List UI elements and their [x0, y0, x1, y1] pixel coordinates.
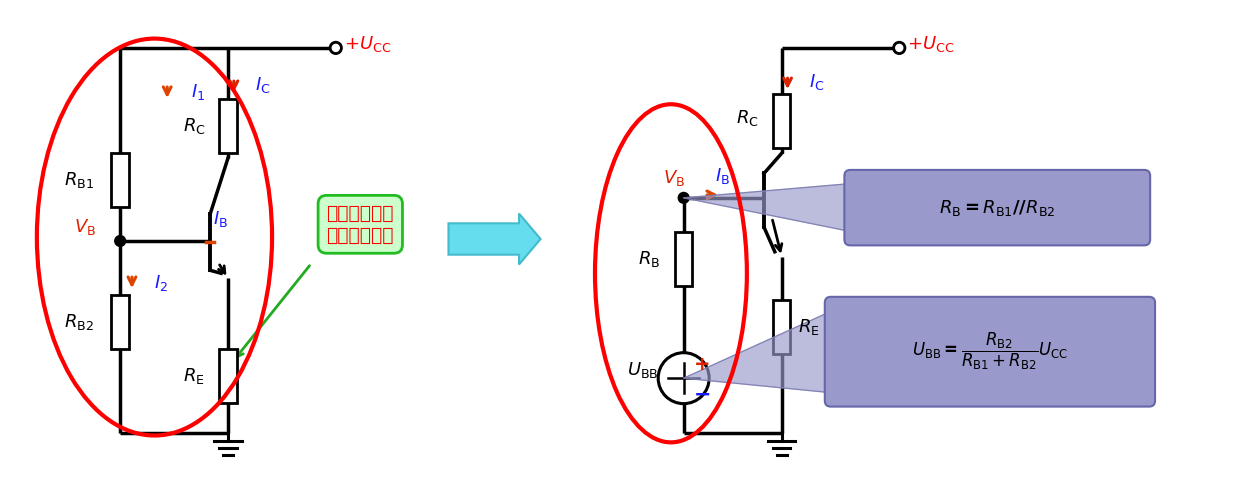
Text: $\boldsymbol{V_{\rm B}}$: $\boldsymbol{V_{\rm B}}$ [74, 217, 96, 237]
Bar [219, 99, 236, 153]
Bar [111, 153, 129, 207]
Text: 对输入回路进
行戴维南等效: 对输入回路进 行戴维南等效 [327, 204, 395, 245]
Circle shape [678, 193, 689, 203]
Text: $\boldsymbol{-}$: $\boldsymbol{-}$ [693, 384, 710, 404]
Bar [675, 232, 693, 285]
Text: $\boldsymbol{R_{\rm C}}$: $\boldsymbol{R_{\rm C}}$ [736, 108, 758, 128]
Bar [773, 300, 790, 354]
FancyBboxPatch shape [825, 297, 1155, 407]
Circle shape [893, 42, 905, 54]
Text: $\boldsymbol{I_{\rm C}}$: $\boldsymbol{I_{\rm C}}$ [255, 75, 271, 95]
Text: $\boldsymbol{I_1}$: $\boldsymbol{I_1}$ [190, 82, 205, 102]
Circle shape [329, 42, 343, 54]
Text: $\boldsymbol{R_{\rm B}}$: $\boldsymbol{R_{\rm B}}$ [638, 249, 661, 269]
Text: $\boldsymbol{U_{\rm BB}}$: $\boldsymbol{U_{\rm BB}}$ [627, 360, 658, 380]
Text: $\boldsymbol{R_{\rm B} = R_{\rm B1}//R_{\rm B2}}$: $\boldsymbol{R_{\rm B} = R_{\rm B1}//R_{… [939, 198, 1055, 217]
Text: $\boldsymbol{R_{\rm E}}$: $\boldsymbol{R_{\rm E}}$ [798, 317, 820, 337]
Text: $\boldsymbol{I_{\rm B}}$: $\boldsymbol{I_{\rm B}}$ [213, 209, 228, 229]
Text: $\boldsymbol{V_{\rm B}}$: $\boldsymbol{V_{\rm B}}$ [663, 168, 685, 188]
Text: $\boldsymbol{I_{\rm C}}$: $\boldsymbol{I_{\rm C}}$ [809, 72, 825, 92]
Bar [111, 296, 129, 349]
Circle shape [658, 353, 709, 404]
Text: $\boldsymbol{R_{\rm C}}$: $\boldsymbol{R_{\rm C}}$ [183, 116, 207, 137]
FancyBboxPatch shape [845, 170, 1150, 245]
Bar [219, 349, 236, 403]
Bar [773, 94, 790, 148]
Circle shape [333, 45, 339, 51]
Text: $\boldsymbol{U_{\rm BB} = \dfrac{R_{\rm B2}}{R_{\rm B1}+R_{\rm B2}}U_{\rm CC}}$: $\boldsymbol{U_{\rm BB} = \dfrac{R_{\rm … [912, 331, 1068, 372]
FancyArrow shape [449, 214, 541, 264]
Text: $\boldsymbol{I_2}$: $\boldsymbol{I_2}$ [155, 273, 168, 293]
Text: $\boldsymbol{R_{\rm B1}}$: $\boldsymbol{R_{\rm B1}}$ [64, 170, 94, 190]
Text: $+\boldsymbol{U_{\rm CC}}$: $+\boldsymbol{U_{\rm CC}}$ [344, 34, 391, 54]
Text: $\boldsymbol{+}$: $\boldsymbol{+}$ [693, 355, 710, 374]
Circle shape [115, 236, 126, 246]
Polygon shape [684, 310, 833, 393]
Text: $+\boldsymbol{U_{\rm CC}}$: $+\boldsymbol{U_{\rm CC}}$ [907, 34, 955, 54]
Text: $\boldsymbol{R_{\rm E}}$: $\boldsymbol{R_{\rm E}}$ [183, 366, 204, 386]
Text: $\boldsymbol{I_{\rm B}}$: $\boldsymbol{I_{\rm B}}$ [715, 166, 730, 186]
Circle shape [896, 45, 903, 51]
Text: $\boldsymbol{R_{\rm B2}}$: $\boldsymbol{R_{\rm B2}}$ [64, 312, 94, 332]
Polygon shape [684, 183, 852, 232]
